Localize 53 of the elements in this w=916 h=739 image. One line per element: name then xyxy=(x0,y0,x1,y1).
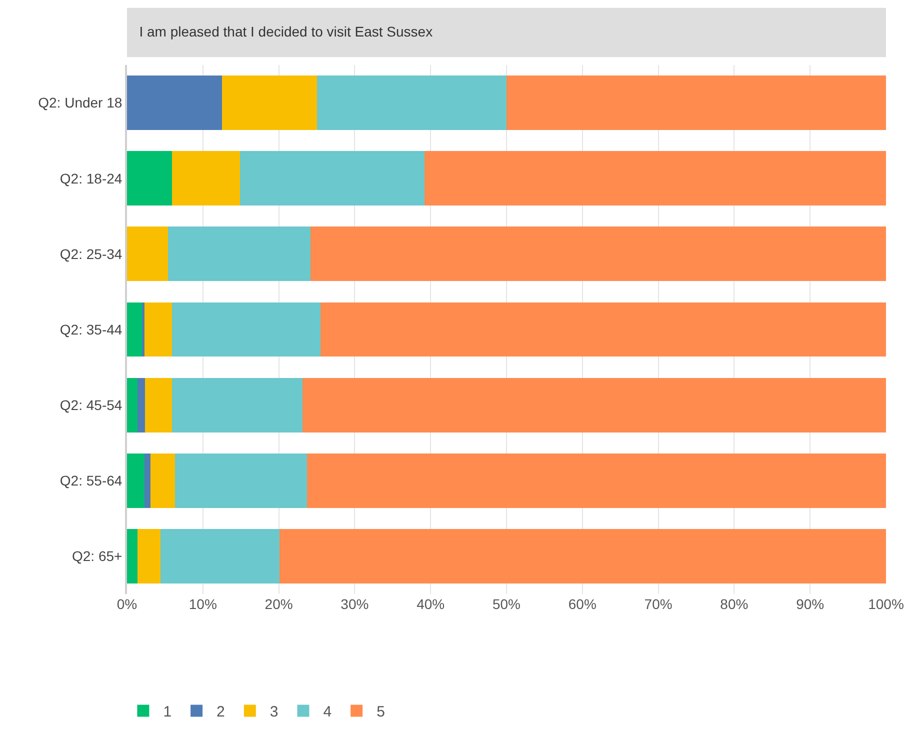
bar xyxy=(127,453,144,508)
bar xyxy=(172,378,302,432)
x-tick-label: 40% xyxy=(416,596,445,612)
bar xyxy=(172,302,321,357)
y-tick-label: Q2: 25-34 xyxy=(60,246,122,262)
legend-label: 4 xyxy=(323,704,332,721)
x-tick-label: 60% xyxy=(568,596,596,612)
bar xyxy=(302,378,886,432)
bar xyxy=(306,453,886,508)
bar xyxy=(316,76,506,130)
bar xyxy=(145,378,172,432)
y-tick-label: Q2: 55-64 xyxy=(60,472,122,489)
bar xyxy=(168,226,311,282)
bar xyxy=(127,302,143,357)
bar xyxy=(144,302,172,357)
bar xyxy=(424,151,886,206)
bar xyxy=(222,76,317,130)
x-tick-label: 100% xyxy=(868,596,904,612)
y-tick-label: Q2: 18-24 xyxy=(60,170,122,186)
y-tick-label: Q2: 45-54 xyxy=(60,396,122,413)
y-tick-label: Q2: Under 18 xyxy=(38,94,122,111)
bar xyxy=(138,378,146,432)
bar xyxy=(127,151,172,206)
bar xyxy=(280,529,886,584)
bar xyxy=(160,529,280,584)
x-tick-label: 30% xyxy=(340,596,369,612)
legend-label: 3 xyxy=(270,704,278,721)
bar xyxy=(240,151,425,206)
x-tick-label: 80% xyxy=(720,596,748,612)
bar xyxy=(320,302,886,357)
bar xyxy=(127,529,138,584)
x-tick-label: 10% xyxy=(188,596,217,612)
bar xyxy=(127,378,138,432)
chart-title: I am pleased that I decided to visit East Sussex xyxy=(139,24,433,40)
bar xyxy=(138,529,160,584)
bar xyxy=(506,76,886,130)
legend-label: 5 xyxy=(376,704,385,721)
bar xyxy=(127,226,168,282)
bar xyxy=(172,151,240,206)
x-tick-label: 50% xyxy=(492,596,521,612)
x-tick-label: 70% xyxy=(644,596,672,612)
bar xyxy=(310,226,886,282)
x-tick-label: 90% xyxy=(796,596,824,612)
bar xyxy=(174,453,307,508)
y-tick-label: Q2: 65+ xyxy=(72,548,122,564)
bar xyxy=(150,453,175,508)
x-tick-label: 0% xyxy=(116,596,138,612)
y-tick-label: Q2: 35-44 xyxy=(60,321,122,338)
bar xyxy=(127,76,222,130)
x-tick-label: 20% xyxy=(264,596,293,612)
legend-label: 1 xyxy=(163,704,172,721)
legend-label: 2 xyxy=(216,704,225,721)
bar xyxy=(144,453,151,508)
